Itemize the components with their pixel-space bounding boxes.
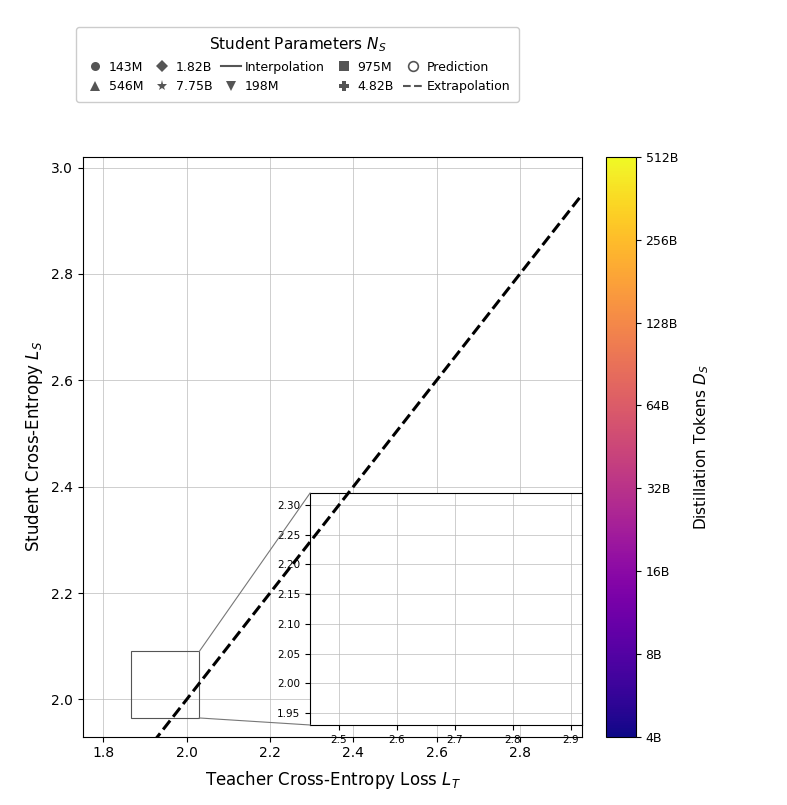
- Legend: 143M, 546M, 1.82B, 7.75B, Interpolation, 198M, 975M, 4.82B, Prediction, Extrapol: 143M, 546M, 1.82B, 7.75B, Interpolation,…: [76, 27, 519, 101]
- X-axis label: Teacher Cross-Entropy Loss $L_T$: Teacher Cross-Entropy Loss $L_T$: [205, 769, 460, 791]
- Y-axis label: Student Cross-Entropy $L_S$: Student Cross-Entropy $L_S$: [24, 341, 46, 552]
- Y-axis label: Distillation Tokens $D_S$: Distillation Tokens $D_S$: [692, 364, 711, 530]
- Bar: [131, 651, 199, 718]
